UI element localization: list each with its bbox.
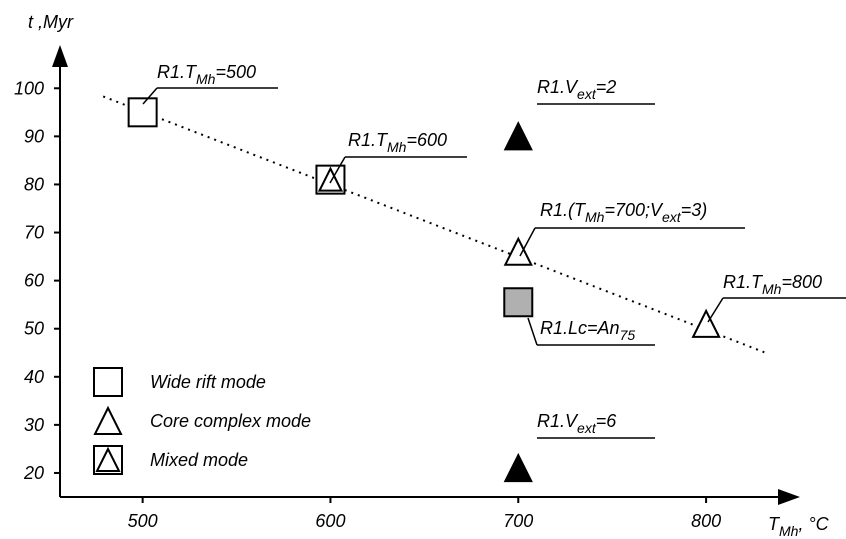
- annotation-leader: [707, 297, 724, 323]
- legend-label: Core complex mode: [150, 411, 311, 431]
- x-axis-label: TMh, °C: [768, 514, 830, 539]
- y-tick-label: 20: [23, 463, 44, 483]
- text-part: R1.Lc=An: [540, 318, 620, 338]
- annotation-leader: [519, 227, 536, 257]
- point: [503, 452, 533, 483]
- annotation: R1.TMh=600: [348, 130, 447, 155]
- text-part: R1.T: [348, 130, 389, 150]
- annotation: R1.TMh=500: [157, 62, 256, 87]
- y-tick-label: 80: [24, 174, 44, 194]
- triangle-marker: [317, 166, 344, 192]
- x-tick-label: 600: [315, 511, 345, 531]
- text-part: Mh: [387, 139, 407, 155]
- annotation-leader: [527, 317, 538, 346]
- text-part: =700;V: [604, 200, 664, 220]
- text-part: R1.V: [537, 77, 579, 97]
- text-part: ext: [577, 86, 597, 102]
- text-part: R1.(T: [540, 200, 587, 220]
- point: [315, 164, 346, 195]
- annotation-leader: [142, 87, 158, 105]
- annotation: R1.Vext=6: [537, 411, 617, 436]
- point: [691, 308, 721, 338]
- y-tick-label: 30: [24, 415, 44, 435]
- text-part: ext: [662, 209, 682, 225]
- x-arrow: [778, 489, 800, 505]
- x-tick-label: 700: [503, 511, 533, 531]
- point: [503, 236, 533, 266]
- text-part: ext: [577, 420, 597, 436]
- annotation: R1.TMh=800: [723, 272, 822, 297]
- triangle-marker: [503, 236, 533, 266]
- y-tick-label: 40: [24, 367, 44, 387]
- text-part: R1.T: [157, 62, 198, 82]
- x-tick-label: 500: [128, 511, 158, 531]
- x-tick-label: 800: [691, 511, 721, 531]
- legend-label: Mixed mode: [150, 450, 248, 470]
- point: [93, 405, 123, 435]
- triangle-marker: [503, 121, 533, 151]
- triangle-marker: [93, 405, 123, 435]
- text-part: R1.T: [723, 272, 764, 292]
- text-part: R1.V: [537, 411, 579, 431]
- y-arrow: [52, 45, 68, 67]
- text-part: Mh: [779, 523, 799, 539]
- y-tick-label: 70: [24, 223, 44, 243]
- y-axis-label: t ,Myr: [28, 12, 74, 32]
- text-part: =2: [596, 77, 617, 97]
- legend-label: Wide rift mode: [150, 372, 266, 392]
- y-tick-label: 100: [14, 78, 44, 98]
- triangle-marker: [503, 452, 533, 483]
- point: [503, 287, 534, 318]
- text-part: Mh: [585, 209, 605, 225]
- square-marker: [93, 367, 123, 397]
- point: [93, 445, 123, 475]
- text-part: =3): [681, 200, 708, 220]
- y-tick-label: 60: [24, 271, 44, 291]
- text-part: , °C: [798, 514, 829, 534]
- text-part: =800: [781, 272, 822, 292]
- text-part: Mh: [196, 71, 216, 87]
- text-part: Mh: [762, 281, 782, 297]
- annotation: R1.Vext=2: [537, 77, 616, 102]
- text-part: =500: [215, 62, 256, 82]
- triangle-marker: [95, 446, 121, 472]
- text-part: =600: [406, 130, 447, 150]
- text-part: T: [768, 514, 781, 534]
- text-part: =6: [596, 411, 618, 431]
- point: [93, 367, 123, 397]
- square-marker: [127, 97, 158, 128]
- y-tick-label: 90: [24, 126, 44, 146]
- annotation-leader: [329, 156, 346, 184]
- annotation: R1.(TMh=700;Vext=3): [540, 200, 707, 225]
- triangle-marker: [691, 308, 721, 338]
- square-marker: [503, 287, 534, 318]
- annotation: R1.Lc=An75: [540, 318, 635, 343]
- text-part: 75: [620, 327, 636, 343]
- y-tick-label: 50: [24, 319, 44, 339]
- point: [503, 121, 533, 151]
- point: [127, 97, 158, 128]
